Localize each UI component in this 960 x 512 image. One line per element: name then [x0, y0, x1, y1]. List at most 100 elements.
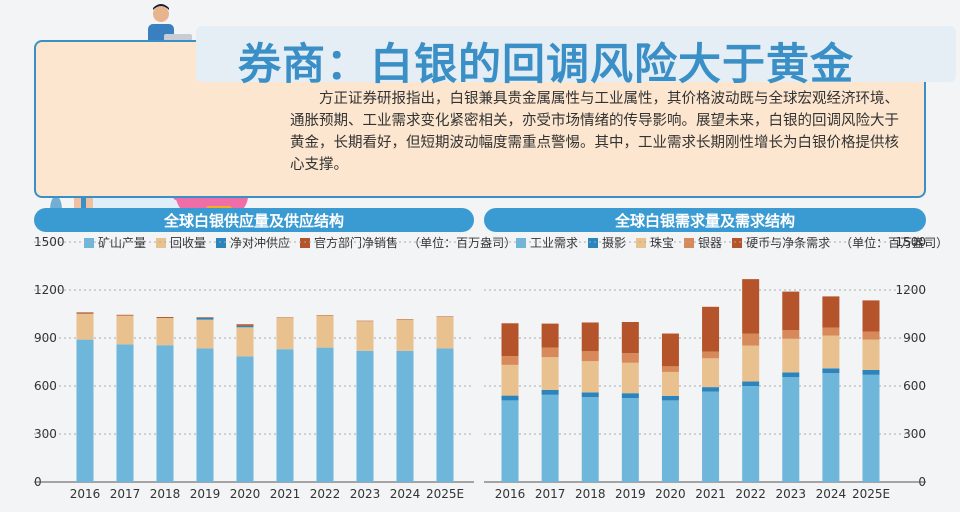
bar-segment [236, 324, 254, 326]
y-tick-label: 1500 [895, 235, 926, 249]
bar-segment [862, 370, 880, 375]
bar-segment [196, 317, 214, 320]
bar-segment [702, 351, 720, 359]
y-tick-label: 300 [903, 427, 926, 441]
bar-segment [621, 353, 639, 363]
bar-segment [76, 312, 94, 314]
bar-segment [501, 323, 519, 357]
bar-segment [196, 317, 214, 318]
legend-label: 净对冲供应 [230, 236, 291, 250]
bar-segment [196, 348, 214, 482]
bar-segment [782, 330, 800, 339]
demand-chart-title: 全球白银需求量及需求结构 [484, 208, 926, 232]
bar-segment [541, 394, 559, 482]
x-tick-label: 2018 [575, 487, 606, 501]
bar-segment [702, 306, 720, 352]
legend-item: 回收量 [156, 234, 206, 251]
bar-segment [661, 333, 679, 367]
bar-segment [742, 386, 760, 482]
page-title: 券商：白银的回调风险大于黄金 [238, 40, 854, 90]
legend-label: 官方部门净销售 [314, 236, 399, 250]
bar-segment [621, 322, 639, 354]
x-tick-label: 2022 [735, 487, 766, 501]
y-tick-label: 900 [34, 331, 57, 345]
legend-label: 银器 [698, 236, 723, 250]
x-tick-label: 2020 [230, 487, 261, 501]
bar-segment [116, 315, 134, 345]
bar-segment [862, 339, 880, 370]
legend-label: 工业需求 [530, 236, 579, 250]
bar-segment [356, 321, 374, 351]
intro-paragraph: 方正证券研报指出，白银兼具贵金属属性与工业属性，其价格波动既与全球宏观经济环境、… [290, 91, 899, 173]
bar-segment [862, 374, 880, 482]
bar-segment [702, 358, 720, 388]
x-tick-label: 2024 [390, 487, 421, 501]
bar-segment [276, 317, 294, 350]
bar-segment [581, 322, 599, 352]
demand-legend: 工业需求 摄影 珠宝 银器 硬币与净条需求 （单位：百万盎司） [516, 234, 948, 251]
x-tick-label: 2017 [110, 487, 141, 501]
legend-label: 摄影 [602, 236, 627, 250]
bar-segment [581, 351, 599, 362]
bar-segment [436, 316, 454, 349]
bar-segment [356, 350, 374, 482]
y-tick-label: 600 [903, 379, 926, 393]
legend-item: 净对冲供应 [216, 234, 290, 251]
bar-segment [501, 400, 519, 482]
x-tick-label: 2023 [776, 487, 807, 501]
bar-segment [742, 381, 760, 386]
bar-segment [621, 393, 639, 398]
bar-segment [782, 338, 800, 373]
bar-segment [436, 348, 454, 482]
x-tick-label: 2021 [695, 487, 726, 501]
bar-segment [581, 392, 599, 398]
bar-segment [541, 323, 559, 348]
legend-label: 硬币与净条需求 [746, 236, 831, 250]
bar-segment [822, 296, 840, 328]
legend-item: 摄影 [588, 234, 626, 251]
bar-segment [76, 339, 94, 482]
bar-segment [396, 319, 414, 351]
bar-segment [702, 391, 720, 482]
x-tick-label: 2024 [816, 487, 847, 501]
bar-segment [236, 327, 254, 357]
legend-swatch [156, 237, 167, 248]
bar-segment [76, 313, 94, 340]
x-tick-label: 2018 [150, 487, 181, 501]
bar-segment [156, 318, 174, 346]
x-tick-label: 2023 [350, 487, 381, 501]
legend-label: 珠宝 [650, 236, 675, 250]
title-banner [196, 26, 956, 82]
legend-item: 珠宝 [636, 234, 674, 251]
bar-segment [501, 364, 519, 396]
bar-segment [661, 395, 679, 401]
bar-segment [782, 372, 800, 378]
bar-segment [116, 314, 134, 316]
legend-swatch [216, 237, 227, 248]
bar-segment [822, 368, 840, 374]
bar-segment [541, 390, 559, 395]
bar-segment [661, 400, 679, 482]
bar-segment [276, 349, 294, 482]
bar-segment [862, 331, 880, 340]
supply-chart-title: 全球白银供应量及供应结构 [34, 208, 474, 232]
legend-label: 矿山产量 [98, 236, 147, 250]
x-tick-label: 2022 [310, 487, 341, 501]
bar-segment [316, 315, 334, 348]
x-tick-label: 2021 [270, 487, 301, 501]
y-tick-label: 900 [903, 331, 926, 345]
bar-segment [742, 345, 760, 382]
bar-segment [501, 356, 519, 365]
bar-segment [702, 387, 720, 392]
bar-segment [116, 344, 134, 482]
bar-segment [782, 291, 800, 330]
y-tick-label: 1200 [895, 283, 926, 297]
bar-segment [822, 327, 840, 336]
x-tick-label: 2016 [495, 487, 526, 501]
x-tick-label: 2017 [535, 487, 566, 501]
x-tick-label: 2020 [655, 487, 686, 501]
bar-segment [862, 300, 880, 332]
x-tick-label: 2025E [852, 487, 890, 501]
legend-item: 硬币与净条需求 [732, 234, 830, 251]
